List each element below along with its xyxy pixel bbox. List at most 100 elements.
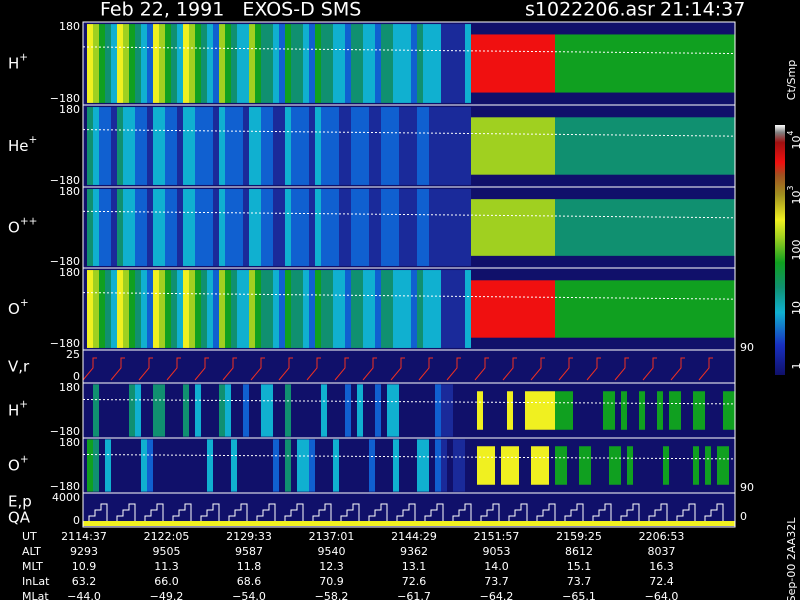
spectrogram-cell [543, 117, 549, 175]
spectrogram-cell [429, 270, 435, 348]
axis-bottom: −180 [50, 255, 80, 268]
spectrogram-cell [591, 280, 597, 338]
spectrogram-cell [369, 189, 375, 266]
spectrogram-cell [177, 24, 183, 103]
row-value: 13.1 [402, 560, 427, 573]
panel-label-base: O [8, 300, 20, 318]
staircase [503, 503, 528, 523]
spectrogram-cell [543, 391, 549, 430]
colorbar-tick: 103 [786, 185, 800, 204]
spectrogram-cell [609, 199, 615, 256]
spectrogram-cell [345, 107, 351, 185]
panel-label: He+ [8, 134, 37, 155]
spectrogram-cell [579, 280, 585, 338]
spectrogram-cell [543, 280, 549, 338]
spectrogram-cell [459, 189, 465, 266]
spectrogram-cell [591, 117, 597, 175]
spectrogram-cell [87, 107, 93, 185]
spectrogram-cell [267, 384, 273, 437]
spectrogram-cell [99, 107, 105, 185]
spectrogram-cell [417, 24, 423, 103]
spectrogram-cell [231, 107, 237, 185]
spectrogram-cell [207, 107, 213, 185]
spectrogram-cell [309, 107, 315, 185]
spectrogram-cell [717, 446, 723, 485]
spectrogram-cell [603, 34, 609, 93]
spectrogram-cell [459, 107, 465, 185]
spectrogram-cell [603, 280, 609, 338]
spectrogram-cell [129, 189, 135, 266]
spectrogram-cell [495, 117, 501, 175]
spectrogram-cell [525, 199, 531, 256]
axis-bottom: −180 [50, 337, 80, 350]
spectrogram-cell [657, 117, 663, 175]
spectrogram-cell [717, 280, 723, 338]
spectrogram-cell [351, 189, 357, 266]
spectrogram-cell [705, 199, 711, 256]
spectrogram-cell [687, 117, 693, 175]
staircase [167, 503, 192, 523]
spectrogram-cell [531, 199, 537, 256]
spectrogram-cell [369, 270, 375, 348]
staircase [83, 503, 108, 523]
spectrogram-cell [309, 24, 315, 103]
row-value: −49.2 [150, 590, 184, 600]
spectrogram-cell [447, 189, 453, 266]
spectrogram-cell [327, 270, 333, 348]
colorbar-tick-base: 100 [790, 240, 800, 261]
panel-label: H+ [8, 399, 28, 420]
spectrogram-cell [219, 189, 225, 266]
spectrogram-cell [357, 270, 363, 348]
spectrogram-cell [177, 107, 183, 185]
panel-label: O+ [8, 297, 29, 318]
spectrogram-cell [153, 384, 159, 437]
spectrogram-cell [261, 270, 267, 348]
spectrogram-cell [483, 280, 489, 338]
spectrogram-cell [489, 34, 495, 93]
spectrogram-cell [195, 384, 201, 437]
spectrogram-cell [135, 270, 141, 348]
spectrogram-cell [429, 24, 435, 103]
spectrogram-cell [567, 199, 573, 256]
spectrogram-cell [699, 117, 705, 175]
spectrogram-cell [519, 34, 525, 93]
spectrogram-cell [309, 189, 315, 266]
sawtooth [166, 357, 181, 381]
spectrogram-cell [393, 24, 399, 103]
spectrogram-cell [615, 117, 621, 175]
row-value: 2206:53 [639, 530, 685, 543]
spectrogram-cell [717, 199, 723, 256]
spectrogram-cell [579, 446, 585, 485]
spectrogram-cell [423, 24, 429, 103]
spectrogram-cell [633, 34, 639, 93]
spectrogram-cell [477, 391, 483, 430]
spectrogram-cell [435, 439, 441, 492]
spectrogram-cell [585, 199, 591, 256]
spectrogram-cell [333, 270, 339, 348]
spectrogram-cell [153, 270, 159, 348]
spectrogram-cell [639, 117, 645, 175]
row-value: 66.0 [154, 575, 179, 588]
spectrogram-cell [261, 107, 267, 185]
spectrogram-cell [501, 199, 507, 256]
spectrogram-cell [525, 391, 531, 430]
spectrogram-cell [255, 24, 261, 103]
spectrogram-cell [687, 280, 693, 338]
row-value: 12.3 [319, 560, 344, 573]
spectrogram-cell [555, 199, 561, 256]
spectrogram-cell [123, 189, 129, 266]
row-value: 16.3 [649, 560, 674, 573]
spectrogram-cell [537, 117, 543, 175]
spectrogram-cell [651, 199, 657, 256]
spectrogram-cell [711, 280, 717, 338]
spectrogram-cell [561, 446, 567, 485]
colorbar-unit: Ct/Smp [785, 60, 798, 100]
spectrogram-cell [153, 189, 159, 266]
spectrogram-cell [93, 270, 99, 348]
spectrogram-cell [567, 117, 573, 175]
spectrogram-cell [519, 117, 525, 175]
row-value: 8612 [565, 545, 593, 558]
spectrogram-cell [321, 107, 327, 185]
spectrogram-cell [669, 34, 675, 93]
spectrogram-cell [417, 189, 423, 266]
